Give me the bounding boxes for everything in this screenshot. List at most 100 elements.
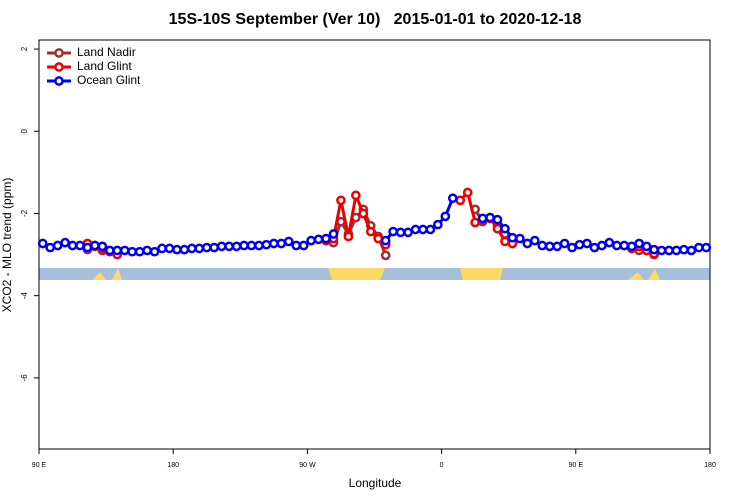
data-point (693, 242, 704, 253)
data-point (492, 214, 503, 225)
data-point (589, 242, 600, 253)
x-tick-label: 180 (167, 462, 179, 469)
x-tick-label: 90 W (299, 462, 316, 469)
data-point (321, 233, 331, 244)
data-point (559, 238, 570, 249)
data-point (679, 244, 689, 255)
data-point (336, 195, 346, 206)
data-point (142, 245, 152, 256)
data-point (395, 227, 406, 238)
data-point (626, 241, 637, 252)
data-point (283, 236, 294, 247)
data-point (246, 240, 257, 251)
data-point (500, 223, 510, 234)
data-point (649, 244, 659, 255)
x-tick-label: 0 (440, 462, 444, 469)
data-point (634, 238, 645, 249)
data-point (45, 242, 56, 253)
data-point (298, 240, 309, 251)
data-point (172, 244, 182, 255)
y-tick-label: -2 (20, 209, 29, 217)
data-point (500, 236, 510, 247)
data-point (37, 238, 48, 249)
data-point (60, 237, 70, 248)
data-point (306, 235, 316, 246)
data-point (351, 190, 361, 201)
data-point (537, 240, 548, 251)
x-axis-label: Longitude (349, 476, 402, 490)
y-tick-label: -6 (20, 374, 29, 382)
data-point (209, 242, 220, 253)
y-axis-label: XCO2 - MLO trend (ppm) (0, 178, 14, 313)
x-tick-label: 180 (704, 462, 716, 469)
data-point (254, 240, 264, 251)
data-point (388, 226, 398, 237)
data-point (492, 223, 503, 234)
land-strip (39, 268, 710, 280)
data-point (597, 240, 607, 251)
data-point (641, 241, 652, 252)
data-point (582, 238, 592, 249)
data-point (261, 239, 272, 250)
data-point (52, 240, 63, 251)
y-tick-label: 2 (20, 46, 29, 51)
data-point (216, 241, 227, 252)
data-point (403, 227, 413, 238)
data-point (149, 246, 160, 257)
legend-marker (54, 62, 64, 72)
data-point (671, 245, 682, 256)
data-point (112, 245, 123, 256)
legend-marker (54, 48, 64, 58)
data-point (179, 244, 190, 255)
data-point (201, 242, 212, 253)
data-point (380, 235, 391, 246)
data-point (75, 240, 85, 251)
x-tick-label: 90 E (32, 462, 47, 469)
data-point (611, 240, 622, 251)
legend-label: Land Nadir (77, 45, 136, 59)
data-point (134, 246, 145, 257)
data-point (90, 240, 100, 251)
data-point (686, 245, 697, 256)
data-point (440, 211, 451, 222)
data-point (418, 224, 428, 235)
data-point (604, 237, 615, 248)
data-point (656, 245, 667, 256)
data-point (515, 233, 525, 244)
data-point (485, 212, 495, 223)
data-point (97, 241, 108, 252)
legend-label: Ocean Glint (77, 73, 141, 87)
data-point (552, 241, 563, 252)
data-point (224, 241, 234, 252)
legend-marker (54, 76, 64, 86)
data-point (701, 242, 712, 253)
data-point (433, 219, 443, 230)
legend-label: Land Glint (77, 59, 132, 73)
data-point (358, 208, 369, 219)
data-point (365, 226, 376, 237)
data-point (67, 240, 78, 251)
data-point (82, 242, 93, 253)
data-point (507, 232, 518, 243)
data-point (574, 239, 585, 250)
data-point (522, 238, 533, 249)
data-point (239, 240, 249, 251)
data-point (410, 224, 421, 235)
y-tick-label: 0 (20, 128, 29, 133)
data-point (328, 229, 339, 239)
data-point (194, 243, 205, 254)
data-point (276, 238, 287, 249)
data-point (127, 246, 138, 257)
y-tick-label: -4 (20, 292, 29, 300)
data-point (462, 187, 473, 198)
data-point (477, 213, 488, 224)
data-point (455, 195, 466, 206)
data-point (291, 240, 302, 251)
data-point (470, 217, 480, 228)
data-point (380, 250, 391, 261)
data-point (425, 224, 436, 235)
data-point (157, 243, 167, 254)
data-point (529, 235, 540, 246)
data-point (269, 238, 279, 249)
